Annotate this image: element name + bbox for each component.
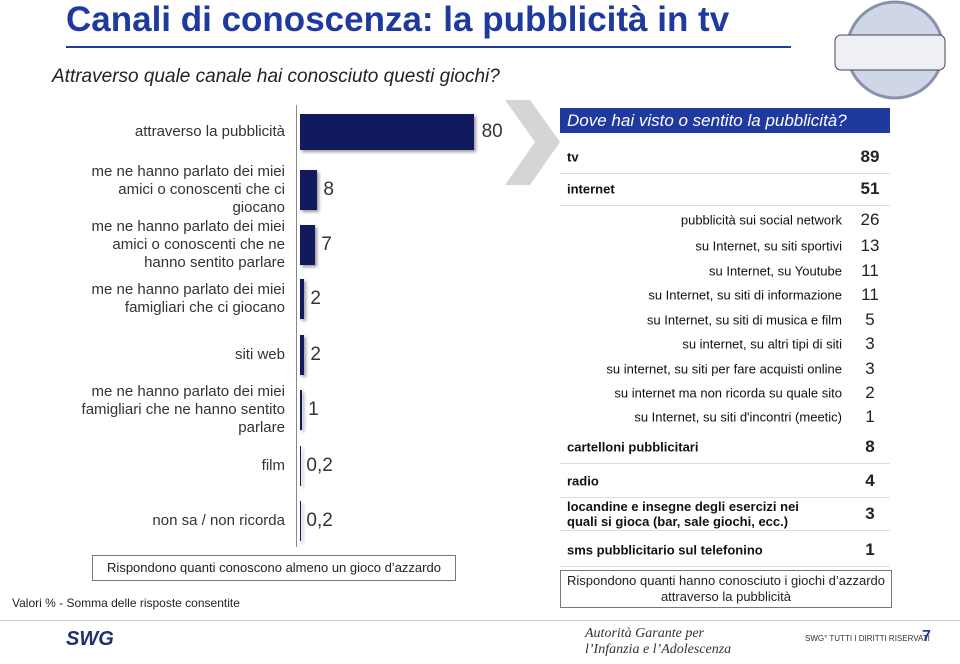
subrow-label: su internet ma non ricorda su quale sito (614, 385, 842, 401)
value-label: 80 (481, 121, 503, 142)
category-label: siti web (234, 346, 285, 363)
bar (300, 390, 303, 430)
row-label: radio (567, 473, 599, 489)
subrow-value: 3 (865, 334, 875, 353)
title-rule (66, 46, 791, 48)
category-label: film (261, 457, 285, 474)
subrow-value: 26 (860, 210, 880, 229)
subrow-label: su Internet, su siti di musica e film (646, 312, 842, 328)
subrow-label: su Internet, su siti di informazione (648, 287, 842, 303)
value-label: 8 (323, 179, 334, 200)
row-separator (560, 497, 890, 498)
subrow-label: su internet, su altri tipi di siti (682, 336, 842, 352)
value-label: 7 (321, 234, 332, 255)
footer-logo: SWG (66, 628, 114, 650)
row-separator (560, 463, 890, 464)
category-label: me ne hanno parlato dei miei famigliari … (91, 281, 285, 316)
row-value: 4 (865, 471, 875, 490)
subtitle: Attraverso quale canale hai conosciuto q… (52, 66, 500, 87)
subrow-label: su Internet, su siti d'incontri (meetic) (634, 409, 842, 425)
table-note: Rispondono quanti hanno conosciuto i gio… (560, 570, 892, 608)
value-label: 1 (308, 399, 319, 420)
category-label: me ne hanno parlato dei miei amici o con… (91, 163, 285, 216)
row-value: 51 (860, 179, 880, 198)
bar (300, 225, 316, 265)
row-label: sms pubblicitario sul telefonino (567, 542, 763, 558)
row-value: 89 (860, 147, 880, 166)
footnote: Valori % - Somma delle risposte consenti… (12, 596, 240, 610)
subrow-label: su Internet, su siti sportivi (695, 238, 842, 254)
bar (300, 170, 318, 210)
row-label: tv (567, 149, 579, 165)
category-label: attraverso la pubblicità (134, 123, 285, 140)
subrow-label: pubblicità sui social network (680, 212, 842, 228)
category-label: non sa / non ricorda (152, 512, 285, 529)
subrow-value: 11 (861, 261, 879, 280)
row-value: 1 (865, 540, 875, 559)
footer-bar (0, 620, 960, 664)
subrow-label: su internet, su siti per fare acquisti o… (606, 361, 842, 377)
subrow-value: 13 (860, 236, 880, 255)
value-label: 2 (310, 288, 321, 309)
category-label: me ne hanno parlato dei miei famigliari … (81, 383, 285, 436)
subrow-value: 1 (865, 407, 875, 426)
bar (300, 335, 305, 375)
subrow-value: 2 (865, 383, 875, 402)
table-header-bg (560, 108, 890, 133)
chevron (505, 100, 560, 185)
row-separator (560, 173, 890, 174)
subrow-value: 11 (861, 285, 879, 304)
value-label: 0,2 (306, 510, 333, 531)
row-separator (560, 205, 890, 206)
bar (300, 114, 474, 150)
footer-partner: Autorità Garante per l’Infanzia e l’Adol… (585, 626, 732, 657)
value-label: 2 (310, 344, 321, 365)
row-separator (560, 566, 890, 567)
subrow-value: 5 (865, 310, 875, 329)
bar (300, 279, 305, 319)
subrow-label: su Internet, su Youtube (709, 263, 842, 279)
logo-graphic (834, 0, 946, 100)
value-label: 0,2 (306, 455, 333, 476)
footer-rights: SWG° TUTTI I DIRITTI RISERVATI (805, 634, 930, 643)
row-label: cartelloni pubblicitari (567, 439, 699, 455)
subrow-value: 3 (865, 359, 875, 378)
row-value: 8 (865, 437, 875, 456)
row-separator (560, 530, 890, 531)
row-label: internet (567, 181, 615, 197)
title: Canali di conoscenza: la pubblicità in t… (66, 0, 730, 39)
row-label: locandine e insegne degli esercizi nei q… (567, 499, 799, 529)
chart-note: Rispondono quanti conoscono almeno un gi… (92, 555, 456, 581)
page-number: 7 (922, 628, 931, 645)
table-title: Dove hai visto o sentito la pubblicità? (567, 111, 847, 130)
row-value: 3 (865, 504, 875, 523)
axis-line (296, 105, 297, 547)
category-label: me ne hanno parlato dei miei amici o con… (91, 218, 285, 271)
